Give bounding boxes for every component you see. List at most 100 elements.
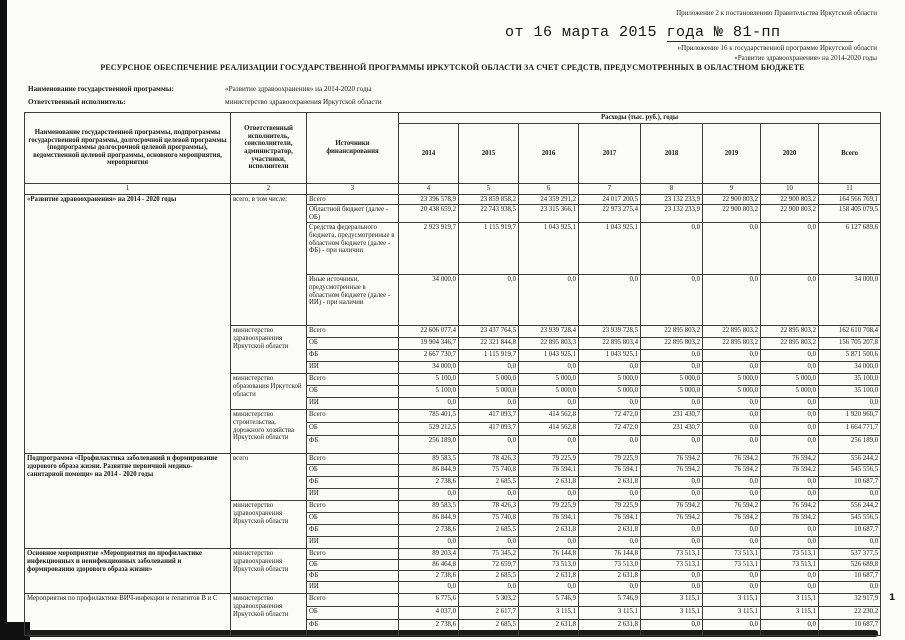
value-cell: 22 900 803,2 bbox=[702, 193, 761, 206]
value-cell: 231 430,7 bbox=[640, 422, 703, 437]
funding-source-cell: Всего bbox=[306, 453, 399, 466]
column-number: 9 bbox=[702, 183, 761, 195]
funding-source-cell: ИИ bbox=[306, 536, 399, 550]
value-cell: 73 513,1 bbox=[640, 548, 703, 561]
document-title: РЕСУРСНОЕ ОБЕСПЕЧЕНИЕ РЕАЛИЗАЦИИ ГОСУДАР… bbox=[100, 63, 805, 72]
executor-cell: министерство образования Иркутской облас… bbox=[230, 373, 307, 411]
value-cell: 32 917,9 bbox=[817, 593, 882, 608]
value-cell: 76 594,2 bbox=[760, 500, 819, 514]
value-cell: 76 594,2 bbox=[702, 453, 761, 466]
value-cell: 73 513,1 bbox=[640, 559, 703, 572]
funding-source-cell: ФБ bbox=[306, 349, 399, 363]
value-cell: 0,0 bbox=[518, 274, 579, 327]
header-responsible-executor: Ответственный исполнитель, соисполнители… bbox=[230, 112, 307, 184]
executor-cell: министерство здравоохранения Иркутской о… bbox=[230, 593, 307, 637]
funding-source-cell: ФБ bbox=[306, 524, 399, 538]
value-cell: 5 000,0 bbox=[578, 385, 641, 399]
value-cell: 5 000,0 bbox=[702, 385, 761, 399]
appendix-reference-line: Приложение 2 к постановлению Правительст… bbox=[676, 9, 877, 17]
value-cell: 5 871 500,6 bbox=[817, 349, 882, 363]
value-cell: 162 610 708,4 bbox=[817, 325, 882, 339]
value-cell: 0,0 bbox=[458, 361, 519, 375]
value-cell: 22 895 803,2 bbox=[760, 337, 819, 351]
column-number: 5 bbox=[458, 183, 519, 195]
appendix-reference-line-2: «Приложение 16 к государственной програм… bbox=[677, 44, 877, 52]
value-cell: 0,0 bbox=[458, 581, 519, 595]
value-cell: 0,0 bbox=[702, 397, 761, 411]
value-cell: 5 000,0 bbox=[518, 385, 579, 399]
value-cell: 76 594,2 bbox=[640, 512, 703, 526]
funding-source-cell: ОБ bbox=[306, 385, 399, 399]
table-row: ИИ 34 000,0 0,0 0,0 0,0 0,0 0,0 0,0 34 000,0 bbox=[25, 361, 882, 375]
funding-source-cell: ИИ bbox=[306, 581, 399, 595]
executor-cell: министерство строительства, дорожного хо… bbox=[230, 409, 307, 455]
value-cell: 76 594,2 bbox=[760, 512, 819, 526]
funding-source-cell: ИИ bbox=[306, 488, 399, 502]
value-cell: 2 685,5 bbox=[458, 570, 519, 583]
scan-artifact-corner bbox=[0, 622, 30, 640]
value-cell: 414 562,8 bbox=[518, 409, 579, 424]
value-cell: 23 396 578,9 bbox=[398, 193, 459, 206]
value-cell: 79 225,9 bbox=[518, 453, 579, 466]
funding-source-cell: ОБ bbox=[306, 337, 399, 351]
value-cell: 73 513,0 bbox=[518, 559, 579, 572]
value-cell: 0,0 bbox=[640, 274, 703, 327]
table-row: Областной бюджет (далее - ОБ) 20 438 659,… bbox=[25, 204, 882, 224]
value-cell: 0,0 bbox=[640, 397, 703, 411]
value-cell: 10 687,7 bbox=[817, 570, 882, 583]
table-row: ОБ 19 904 346,7 22 321 844,8 22 895 803,3 22… bbox=[25, 337, 882, 351]
value-cell: 0,0 bbox=[760, 361, 819, 375]
value-cell: 34 000,0 bbox=[817, 274, 882, 327]
value-cell: 0,0 bbox=[702, 409, 761, 424]
program-name-cell: Мероприятия по профилактике ВИЧ-инфекции… bbox=[24, 593, 231, 637]
value-cell: 1 043 925,1 bbox=[518, 222, 579, 276]
value-cell: 75 740,8 bbox=[458, 512, 519, 526]
executor-cell: министерство здравоохранения Иркутской о… bbox=[230, 548, 307, 595]
value-cell: 231 430,7 bbox=[640, 409, 703, 424]
value-cell: 22 973 275,4 bbox=[578, 204, 641, 224]
responsible-executor-label: Ответственный исполнитель: bbox=[28, 98, 126, 106]
value-cell: 0,0 bbox=[702, 422, 761, 437]
value-cell: 0,0 bbox=[640, 570, 703, 583]
value-cell: 2 685,5 bbox=[458, 619, 519, 637]
decree-underline-trail bbox=[780, 28, 853, 42]
program-name-row: Наименование государственной программы: … bbox=[28, 85, 728, 93]
table-row: ИИ 0,0 0,0 0,0 0,0 0,0 0,0 0,0 0,0 bbox=[25, 536, 882, 550]
value-cell: 0,0 bbox=[702, 222, 761, 276]
value-cell: 23 132 233,9 bbox=[640, 193, 703, 206]
value-cell: 5 000,0 bbox=[760, 373, 819, 387]
value-cell: 0,0 bbox=[518, 536, 579, 550]
executor-cell: министерство здравоохранения Иркутской о… bbox=[230, 325, 307, 375]
value-cell: 0,0 bbox=[458, 435, 519, 455]
value-cell: 86 844,9 bbox=[398, 512, 459, 526]
value-cell: 22 743 938,5 bbox=[458, 204, 519, 224]
value-cell: 76 594,2 bbox=[760, 464, 819, 478]
value-cell: 2 738,6 bbox=[398, 619, 459, 637]
value-cell: 4 037,0 bbox=[398, 606, 459, 621]
value-cell: 2 738,6 bbox=[398, 570, 459, 583]
responsible-executor-value: министерство здравоохранения Иркутской о… bbox=[225, 98, 382, 106]
value-cell: 5 100,0 bbox=[398, 373, 459, 387]
header-funding-sources: Источники финансирования bbox=[306, 112, 399, 184]
value-cell: 2 738,6 bbox=[398, 476, 459, 490]
value-cell: 529 212,5 bbox=[398, 422, 459, 437]
value-cell: 0,0 bbox=[702, 619, 761, 637]
program-name-label: Наименование государственной программы: bbox=[28, 85, 174, 93]
funding-source-cell: ФБ bbox=[306, 619, 399, 637]
value-cell: 0,0 bbox=[518, 361, 579, 375]
funding-source-cell: Всего bbox=[306, 593, 399, 608]
value-cell: 0,0 bbox=[760, 409, 819, 424]
year-header-2018: 2018 bbox=[640, 123, 703, 184]
value-cell: 0,0 bbox=[760, 397, 819, 411]
value-cell: 0,0 bbox=[458, 536, 519, 550]
column-number: 6 bbox=[518, 183, 579, 195]
value-cell: 0,0 bbox=[398, 581, 459, 595]
value-cell: 23 315 366,1 bbox=[518, 204, 579, 224]
value-cell: 0,0 bbox=[817, 488, 882, 502]
value-cell: 0,0 bbox=[640, 488, 703, 502]
value-cell: 0,0 bbox=[760, 422, 819, 437]
value-cell: 19 904 346,7 bbox=[398, 337, 459, 351]
value-cell: 2 631,8 bbox=[518, 619, 579, 637]
value-cell: 526 689,8 bbox=[817, 559, 882, 572]
value-cell: 22 895 803,2 bbox=[760, 325, 819, 339]
